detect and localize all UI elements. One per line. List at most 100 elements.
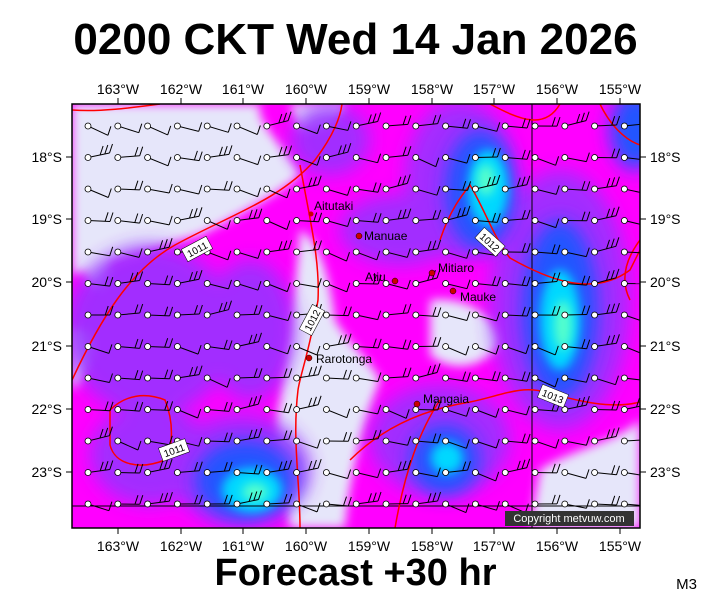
wind-barb <box>531 217 560 229</box>
wind-barb <box>382 303 412 319</box>
lon-label-bottom: 156°W <box>536 538 579 554</box>
wind-barb <box>442 311 471 321</box>
wind-barb <box>293 212 323 224</box>
wind-barb <box>471 437 500 449</box>
wind-barb <box>561 339 591 350</box>
lat-label-left: 18°S <box>31 149 62 165</box>
wind-barb <box>203 217 231 230</box>
wind-barb <box>561 499 590 509</box>
wind-barb <box>591 115 621 130</box>
wind-barb <box>501 118 531 130</box>
wind-barb <box>471 371 501 382</box>
wind-barb <box>412 306 442 319</box>
copyright-text: Copyright metvuw.com <box>513 513 624 525</box>
wind-barb <box>382 436 412 446</box>
wind-barb <box>531 154 560 166</box>
wind-barb <box>531 272 561 287</box>
wind-barb <box>352 468 382 479</box>
lat-label-left: 22°S <box>31 401 62 417</box>
wind-barb <box>561 152 590 163</box>
lon-label-bottom: 160°W <box>285 538 328 554</box>
wind-barb <box>263 145 293 161</box>
wind-barb <box>501 243 531 256</box>
lon-label-top: 158°W <box>411 81 454 97</box>
wind-barb <box>501 405 530 416</box>
wind-barb <box>293 395 322 413</box>
wind-barb <box>442 180 472 193</box>
place-label-atiu: Atiu <box>365 270 386 284</box>
wind-barb <box>471 212 501 224</box>
forecast-label: Forecast +30 hr <box>214 552 497 594</box>
wind-barb <box>233 490 262 508</box>
wind-barb <box>203 145 233 161</box>
wind-barb <box>442 279 471 290</box>
wind-barb <box>322 306 352 319</box>
wind-barb <box>471 500 500 511</box>
wind-barb <box>114 180 144 193</box>
wind-barb <box>352 491 382 508</box>
wind-barb <box>203 374 231 388</box>
lon-label-bottom: 163°W <box>97 538 140 554</box>
wind-barb <box>442 205 471 224</box>
wind-barb <box>144 215 173 226</box>
wind-barb <box>84 276 114 287</box>
wind-barb <box>203 461 233 476</box>
wind-barb <box>531 116 561 130</box>
place-marker <box>428 269 436 277</box>
isobar-line <box>489 104 561 121</box>
wind-barb <box>322 369 352 382</box>
place-label-manuae: Manuae <box>364 229 408 243</box>
wind-barb <box>591 400 621 413</box>
wind-barb <box>591 237 620 256</box>
wind-barb <box>561 247 590 258</box>
wind-barb <box>442 460 471 476</box>
wind-barb <box>412 337 442 350</box>
wind-barb <box>293 437 321 449</box>
wind-barb <box>173 150 203 162</box>
lat-label-right: 23°S <box>650 464 681 480</box>
wind-barb <box>144 306 174 319</box>
wind-barb <box>293 240 322 256</box>
wind-barb <box>621 217 640 225</box>
wind-barb <box>531 437 560 449</box>
wind-barb <box>263 217 291 230</box>
wind-barb <box>621 311 640 321</box>
wind-barb <box>561 211 591 224</box>
lat-label-right: 22°S <box>650 401 681 417</box>
lon-label-bottom: 159°W <box>348 538 391 554</box>
places: Aitutaki Manuae Mitiaro Atiu Mauke Rarot… <box>305 199 496 408</box>
wind-barb <box>531 343 559 356</box>
wind-barb <box>263 368 293 382</box>
wind-barb <box>382 406 410 419</box>
wind-barb <box>621 154 640 161</box>
wind-barb <box>621 374 640 382</box>
wind-barb <box>531 374 559 388</box>
wind-barb <box>114 370 144 382</box>
wind-barb <box>561 305 591 319</box>
wind-barb <box>114 146 144 161</box>
wind-barb <box>352 338 382 350</box>
wind-barb <box>114 338 144 350</box>
wind-barb <box>442 343 470 356</box>
wind-barb <box>412 239 442 256</box>
wind-barb <box>382 115 412 130</box>
wind-barb <box>84 185 112 198</box>
wind-barb <box>293 343 321 356</box>
wind-barb <box>322 333 352 350</box>
lat-label-right: 20°S <box>650 274 681 290</box>
wind-barb <box>471 343 500 355</box>
isobar-lines <box>72 104 640 528</box>
wind-barb <box>203 122 232 133</box>
wind-barb <box>591 495 621 508</box>
copyright-badge: Copyright metvuw.com <box>505 511 634 526</box>
wind-barb <box>561 180 591 193</box>
wind-barb <box>352 248 381 261</box>
wind-barb <box>233 464 263 476</box>
map-code: M3 <box>676 576 697 593</box>
lon-label-bottom: 161°W <box>222 538 265 554</box>
wind-barb <box>114 463 144 476</box>
wind-barb <box>144 458 173 476</box>
lon-label-top: 161°W <box>222 81 265 97</box>
wind-barb <box>173 122 203 132</box>
wind-barb <box>382 494 412 508</box>
